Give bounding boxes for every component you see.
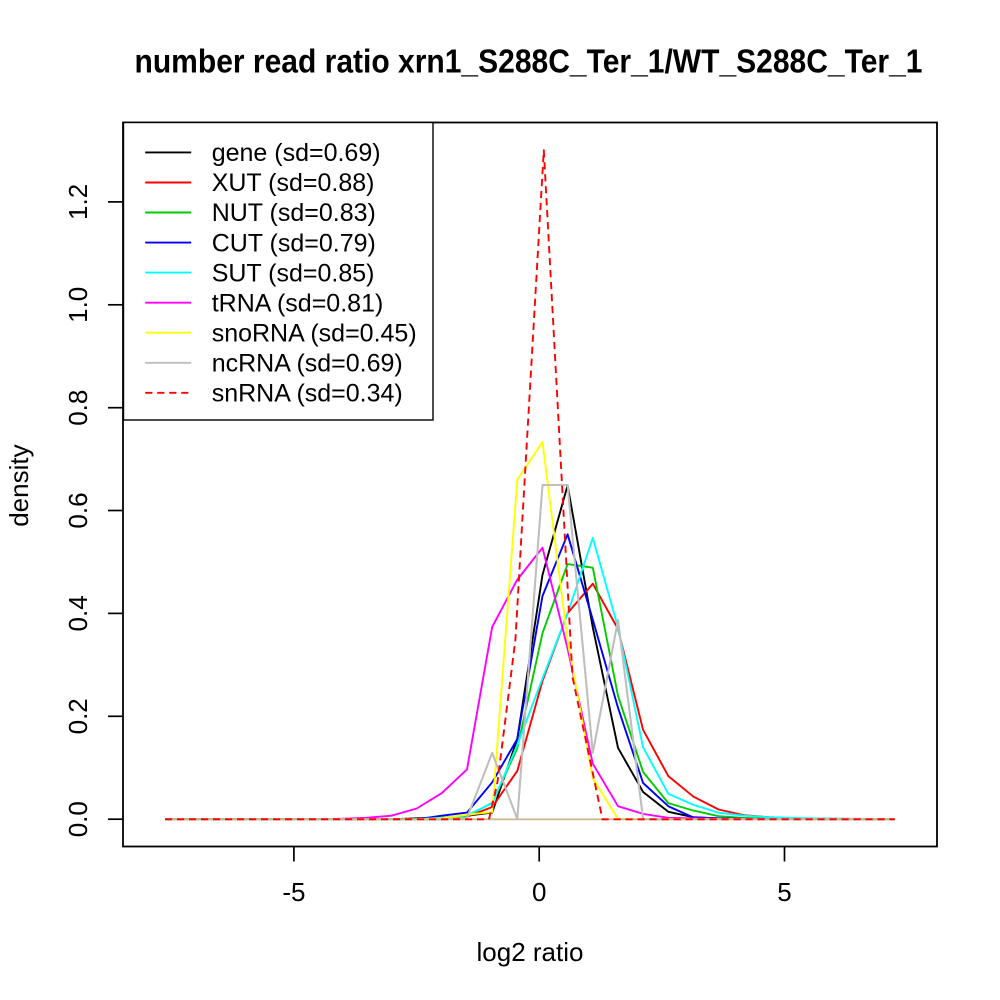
- svg-text:tRNA (sd=0.81): tRNA (sd=0.81): [212, 289, 384, 317]
- svg-text:-5: -5: [282, 877, 305, 907]
- svg-text:XUT (sd=0.88): XUT (sd=0.88): [212, 169, 375, 197]
- svg-text:0.2: 0.2: [63, 698, 93, 734]
- svg-text:1.0: 1.0: [63, 287, 93, 323]
- svg-text:ncRNA (sd=0.69): ncRNA (sd=0.69): [212, 350, 403, 378]
- svg-text:0.4: 0.4: [63, 595, 93, 631]
- svg-text:density: density: [4, 444, 34, 526]
- svg-text:0: 0: [532, 877, 546, 907]
- svg-text:CUT (sd=0.79): CUT (sd=0.79): [212, 229, 376, 257]
- svg-text:log2 ratio: log2 ratio: [477, 937, 584, 967]
- svg-text:number read ratio xrn1_S288C_T: number read ratio xrn1_S288C_Ter_1/WT_S2…: [135, 43, 923, 80]
- svg-text:SUT (sd=0.85): SUT (sd=0.85): [212, 259, 375, 287]
- svg-text:snRNA (sd=0.34): snRNA (sd=0.34): [212, 380, 403, 408]
- svg-text:0.0: 0.0: [63, 801, 93, 837]
- svg-text:snoRNA (sd=0.45): snoRNA (sd=0.45): [212, 319, 417, 347]
- svg-text:1.2: 1.2: [63, 184, 93, 220]
- svg-text:0.8: 0.8: [63, 390, 93, 426]
- svg-text:gene (sd=0.69): gene (sd=0.69): [212, 139, 381, 167]
- svg-text:0.6: 0.6: [63, 492, 93, 528]
- svg-text:5: 5: [777, 877, 791, 907]
- svg-text:NUT (sd=0.83): NUT (sd=0.83): [212, 199, 376, 227]
